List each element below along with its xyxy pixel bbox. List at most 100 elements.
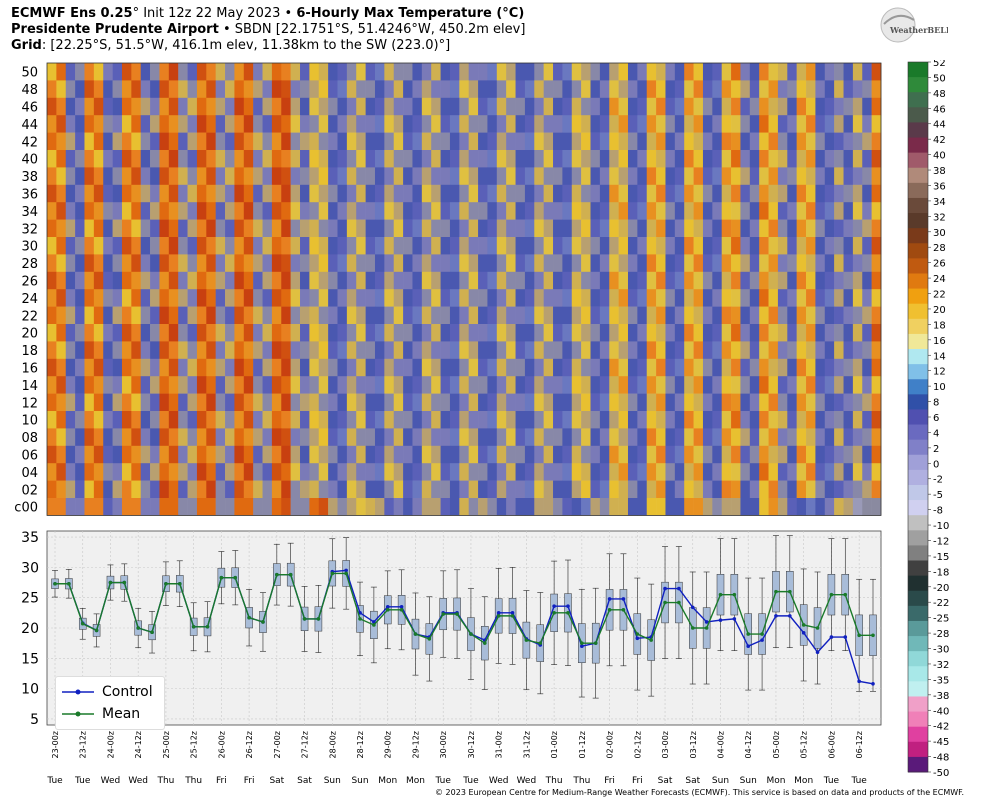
heat-cell: [852, 306, 863, 325]
heat-cell: [777, 184, 788, 203]
heat-cell: [309, 306, 320, 325]
heat-cell: [468, 80, 479, 99]
heat-cell: [140, 97, 151, 116]
heat-cell: [121, 271, 132, 290]
heat-cell: [103, 428, 113, 447]
heat-cell: [796, 271, 807, 290]
colorbar-swatch: [908, 77, 928, 93]
mean-point: [496, 614, 501, 618]
heat-cell: [843, 63, 854, 81]
heat-cell: [318, 254, 329, 273]
heat-cell: [852, 167, 863, 186]
heat-cell: [56, 237, 67, 255]
heat-cell: [731, 324, 741, 342]
heat-cell: [806, 411, 816, 429]
heat-cell: [796, 306, 807, 325]
heat-cell: [627, 63, 638, 81]
heat-cell: [346, 219, 357, 238]
heat-cell: [852, 463, 863, 481]
heat-cell: [178, 341, 188, 360]
heat-cell: [702, 80, 713, 99]
heat-cell: [225, 63, 235, 81]
heat-cell: [590, 289, 601, 307]
heat-cell: [271, 393, 282, 412]
heat-cell: [740, 271, 751, 290]
mean-point: [788, 589, 792, 594]
heat-cell: [487, 202, 498, 220]
heat-cell: [852, 97, 863, 116]
heat-cell: [543, 237, 554, 255]
heat-cell: [187, 132, 198, 151]
day-label: Wed: [101, 776, 121, 786]
heat-cell: [328, 237, 338, 255]
heat-cell: [421, 480, 432, 499]
heat-cell: [806, 376, 816, 394]
heat-cell: [740, 480, 751, 499]
heat-cell: [759, 115, 769, 133]
heat-cell: [777, 463, 788, 481]
heat-cell: [721, 428, 732, 447]
heat-cell: [150, 219, 160, 238]
heat-cell: [712, 63, 722, 81]
heat-cell: [253, 80, 263, 99]
heat-cell: [862, 289, 872, 307]
heat-cell: [187, 219, 198, 238]
heat-cell: [215, 445, 226, 464]
heat-cell: [459, 358, 469, 377]
heat-cell: [768, 150, 779, 168]
heat-cell: [178, 184, 188, 203]
heat-cell: [862, 132, 872, 151]
heat-cell: [637, 237, 648, 255]
x-tick-label: 04-12z: [744, 731, 753, 758]
heat-cell: [131, 132, 142, 151]
heat-cell: [121, 341, 132, 360]
heat-cell: [562, 97, 573, 116]
heat-cell: [187, 150, 198, 168]
heat-cell: [103, 306, 113, 325]
day-label: Fri: [244, 776, 255, 786]
heat-cell: [627, 254, 638, 273]
heat-cell: [112, 150, 123, 168]
heat-cell: [684, 428, 694, 447]
heat-cell: [271, 463, 282, 481]
heat-cell: [140, 63, 151, 81]
mean-point: [94, 628, 99, 633]
heat-cell: [553, 393, 563, 412]
heat-cell: [684, 132, 694, 151]
heat-cell: [178, 219, 188, 238]
heat-cell: [178, 97, 188, 116]
heat-cell: [384, 411, 395, 429]
heat-cell: [646, 219, 657, 238]
heat-cell: [749, 393, 760, 412]
heat-cell: [262, 271, 273, 290]
heat-cell: [393, 358, 404, 377]
heat-cell: [824, 271, 835, 290]
heat-cell: [665, 271, 676, 290]
heat-cell: [112, 219, 123, 238]
heat-cell: [84, 289, 95, 307]
heat-cell: [684, 184, 694, 203]
colorbar-label: 38: [933, 166, 946, 177]
heat-cell: [777, 63, 788, 81]
heat-cell: [187, 80, 198, 99]
heat-cell: [318, 237, 329, 255]
heat-cell: [290, 341, 301, 360]
heat-cell: [346, 341, 357, 360]
heat-cell: [365, 463, 376, 481]
heat-cell: [253, 324, 263, 342]
heat-cell: [318, 445, 329, 464]
heat-cell: [215, 63, 226, 81]
heat-cell: [337, 306, 348, 325]
heat-cell: [253, 463, 263, 481]
heat-cell: [449, 341, 460, 360]
heat-cell: [543, 202, 554, 220]
heat-cell: [253, 358, 263, 377]
heat-cell: [196, 428, 207, 447]
heat-cell: [281, 463, 291, 481]
day-label: Fri: [216, 776, 227, 786]
heat-cell: [815, 63, 826, 81]
colorbar-swatch: [908, 666, 928, 682]
control-point: [746, 644, 751, 648]
heat-cell: [637, 463, 648, 481]
heat-cell: [862, 393, 872, 412]
